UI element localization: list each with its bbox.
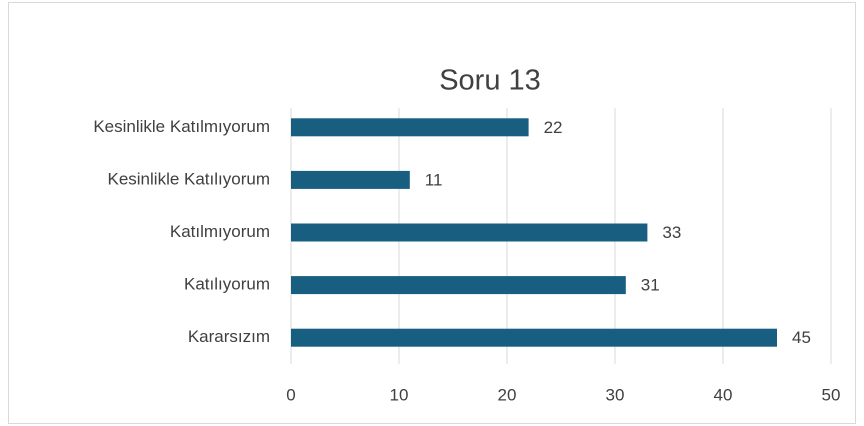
data-label: 22 bbox=[544, 118, 563, 137]
data-label: 33 bbox=[662, 223, 681, 242]
x-tick-label: 30 bbox=[606, 385, 625, 404]
chart-title: Soru 13 bbox=[439, 65, 541, 97]
bar bbox=[291, 118, 529, 137]
y-tick-label: Kararsızım bbox=[188, 327, 270, 346]
y-tick-label: Katılıyorum bbox=[184, 275, 270, 294]
chart-border bbox=[8, 2, 856, 424]
x-tick-label: 20 bbox=[498, 385, 517, 404]
x-tick-label: 50 bbox=[822, 385, 841, 404]
bar bbox=[291, 170, 410, 189]
x-tick-label: 40 bbox=[714, 385, 733, 404]
y-tick-label: Kesinlikle Katılmıyorum bbox=[93, 117, 270, 136]
x-tick-label: 0 bbox=[286, 385, 295, 404]
bar bbox=[291, 276, 626, 295]
x-tick-label: 10 bbox=[390, 385, 409, 404]
y-tick-label: Katılmıyorum bbox=[170, 222, 270, 241]
bar bbox=[291, 328, 777, 347]
bar bbox=[291, 223, 648, 242]
data-label: 45 bbox=[792, 328, 811, 347]
y-tick-label: Kesinlikle Katılıyorum bbox=[107, 169, 270, 188]
data-label: 11 bbox=[425, 170, 443, 189]
data-label: 31 bbox=[641, 276, 660, 295]
